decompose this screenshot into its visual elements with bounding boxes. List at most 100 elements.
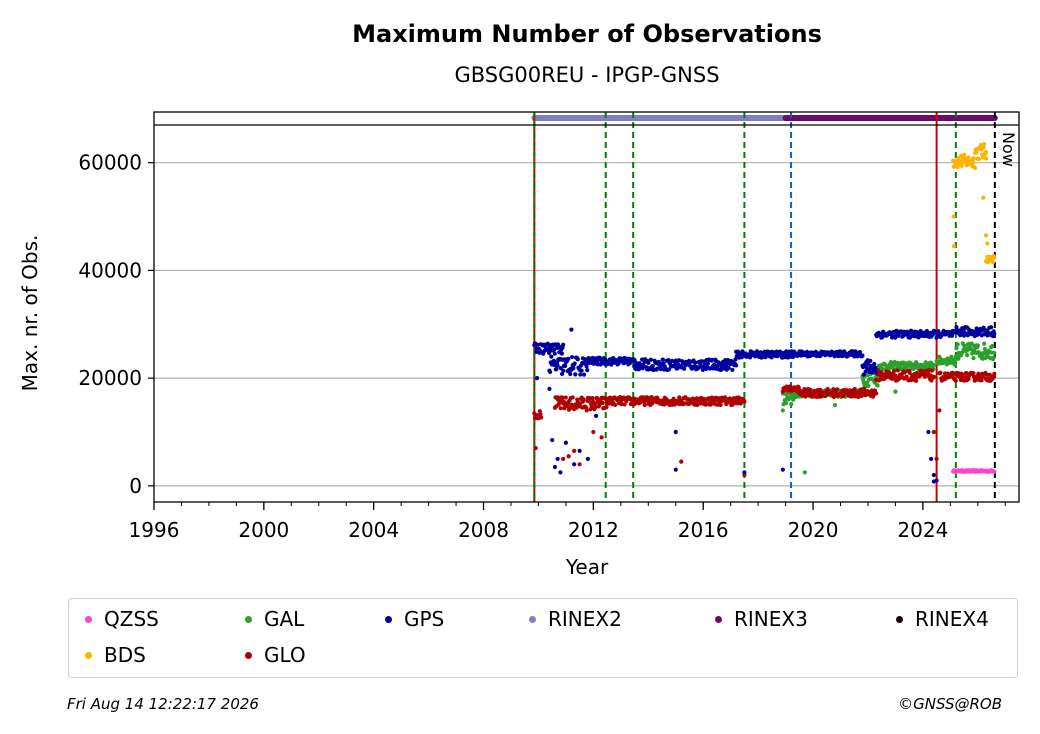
now-label: Now (999, 132, 1018, 167)
data-point (966, 155, 971, 160)
data-point (982, 341, 987, 346)
legend-item-gal: GAL (245, 607, 304, 631)
data-point (549, 354, 554, 359)
legend-marker (245, 615, 252, 623)
data-point (575, 357, 580, 362)
data-point (835, 387, 840, 392)
data-point (561, 368, 566, 373)
data-point (585, 367, 590, 373)
legend: QZSS GAL GPS RINEX2 RINEX3 RINEX4 BDS GL… (68, 598, 1018, 678)
data-point (818, 387, 823, 393)
data-point (874, 391, 879, 396)
data-point (682, 366, 687, 371)
data-point (955, 342, 960, 347)
data-point (786, 355, 791, 360)
data-point (559, 351, 564, 356)
data-point (688, 359, 693, 364)
data-point (895, 368, 900, 373)
data-point (991, 375, 996, 380)
data-point (558, 406, 563, 411)
data-point (907, 370, 912, 376)
data-point (584, 364, 589, 369)
y-axis-label: Max. nr. of Obs. (18, 235, 42, 392)
data-point (954, 346, 959, 351)
data-point (555, 363, 560, 368)
series-qzss (950, 468, 997, 474)
data-point (931, 362, 936, 368)
data-point (555, 456, 560, 462)
data-point (619, 402, 624, 407)
data-point (838, 349, 844, 354)
data-point (730, 367, 735, 373)
data-point (914, 378, 919, 383)
data-point (561, 342, 566, 347)
plot-frame (153, 111, 1020, 503)
legend-label: GPS (404, 607, 445, 631)
data-point (573, 372, 578, 377)
data-point (658, 366, 663, 372)
data-point (992, 350, 997, 356)
data-point (870, 370, 875, 375)
data-point (739, 355, 744, 360)
legend-item-rinex4: RINEX4 (896, 607, 989, 631)
data-point (872, 361, 877, 367)
x-tick-label: 2024 (897, 518, 948, 542)
data-point (861, 372, 866, 377)
data-point (734, 363, 739, 368)
data-point (591, 429, 596, 435)
data-point (733, 357, 738, 362)
data-point (985, 241, 990, 246)
data-point (911, 366, 916, 371)
data-point (679, 459, 684, 464)
data-point (648, 357, 653, 362)
data-point (992, 469, 997, 474)
data-point (974, 326, 979, 331)
data-point (866, 383, 871, 388)
chart: Maximum Number of Observations GBSG00REU… (18, 20, 1020, 579)
data-point (857, 349, 863, 355)
data-point (568, 371, 573, 377)
data-point (861, 377, 866, 382)
footer-timestamp: Fri Aug 14 12:22:17 2026 (67, 695, 259, 713)
legend-item-bds: BDS (85, 643, 146, 667)
data-point (983, 233, 989, 238)
data-point (789, 402, 794, 407)
legend-label: GLO (264, 643, 306, 667)
data-point (902, 370, 907, 375)
legend-marker (896, 615, 903, 623)
data-point (539, 415, 544, 420)
data-point (569, 327, 574, 332)
data-point (538, 412, 543, 417)
x-tick-label: 2016 (678, 518, 729, 542)
data-point (908, 335, 913, 340)
x-tick-label: 2000 (238, 518, 289, 542)
legend-item-qzss: QZSS (85, 607, 159, 631)
data-point (847, 388, 852, 393)
data-point (545, 341, 550, 346)
data-point (535, 342, 540, 347)
data-point (642, 402, 647, 408)
data-point (561, 456, 566, 462)
data-point (590, 396, 595, 401)
data-point (655, 366, 660, 371)
data-point (874, 370, 879, 375)
data-point (972, 165, 978, 170)
x-tick-label: 1996 (129, 518, 180, 542)
x-tick-label: 2012 (568, 518, 619, 542)
data-points (532, 142, 997, 484)
data-point (572, 361, 577, 366)
data-point (989, 325, 994, 330)
data-point (550, 437, 555, 443)
series-glo (532, 367, 997, 478)
legend-label: BDS (104, 643, 146, 667)
data-point (725, 358, 731, 363)
data-point (931, 374, 936, 379)
data-point (563, 440, 569, 445)
data-point (956, 356, 961, 361)
data-point (934, 456, 939, 462)
x-axis-label: Year (565, 555, 609, 579)
data-point (599, 435, 604, 440)
data-point (951, 214, 956, 219)
data-point (558, 366, 563, 371)
data-point (965, 353, 970, 358)
